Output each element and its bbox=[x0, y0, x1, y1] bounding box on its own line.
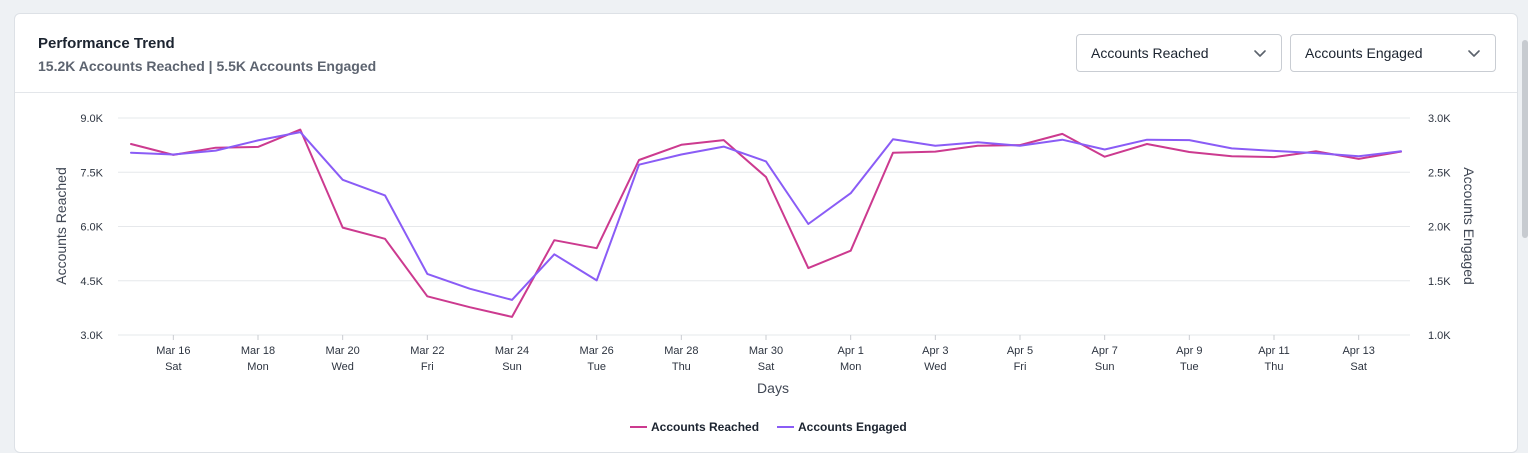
y-tick-right: 3.0K bbox=[1428, 113, 1451, 125]
x-tick-date: Apr 11 bbox=[1258, 345, 1290, 357]
x-tick-day: Sat bbox=[758, 361, 775, 373]
x-tick-day: Tue bbox=[1180, 361, 1199, 373]
metric-select-primary-value: Accounts Reached bbox=[1091, 45, 1209, 61]
x-tick-date: Apr 5 bbox=[1007, 345, 1033, 357]
x-tick-date: Mar 30 bbox=[749, 345, 783, 357]
x-tick-day: Sat bbox=[165, 361, 182, 373]
page-scrollbar[interactable] bbox=[1522, 40, 1528, 238]
x-tick-day: Mon bbox=[840, 361, 861, 373]
x-tick-date: Mar 24 bbox=[495, 345, 529, 357]
x-tick-date: Mar 26 bbox=[580, 345, 614, 357]
line-chart: 3.0K 1.0K 4.5K 1.5K 6.0K 2.0K 7.5K 2.5K 9.0K 3.0K… bbox=[53, 113, 1477, 434]
x-tick-date: Apr 9 bbox=[1176, 345, 1202, 357]
x-tick-day: Sun bbox=[1095, 361, 1115, 373]
chevron-down-icon bbox=[1254, 50, 1266, 57]
x-tick-day: Tue bbox=[587, 361, 606, 373]
x-tick-day: Thu bbox=[1265, 361, 1284, 373]
page-title: Performance Trend bbox=[38, 35, 175, 52]
x-axis-title: Days bbox=[757, 380, 789, 396]
x-tick-day: Sun bbox=[502, 361, 522, 373]
x-tick-date: Apr 13 bbox=[1342, 345, 1374, 357]
x-tick-day: Wed bbox=[331, 361, 353, 373]
y-tick-right: 1.0K bbox=[1428, 330, 1451, 342]
y-tick-left: 3.0K bbox=[80, 330, 103, 342]
x-tick-date: Mar 20 bbox=[326, 345, 360, 357]
y-tick-left: 9.0K bbox=[80, 113, 103, 125]
y-tick-left: 4.5K bbox=[80, 276, 103, 288]
x-tick-day: Mon bbox=[247, 361, 268, 373]
metric-select-secondary[interactable]: Accounts Engaged bbox=[1290, 34, 1496, 72]
x-tick-day: Wed bbox=[924, 361, 946, 373]
x-tick-date: Apr 1 bbox=[838, 345, 864, 357]
metric-select-secondary-value: Accounts Engaged bbox=[1305, 45, 1423, 61]
chevron-down-icon bbox=[1468, 50, 1480, 57]
x-tick-date: Mar 18 bbox=[241, 345, 275, 357]
summary-subtitle: 15.2K Accounts Reached | 5.5K Accounts E… bbox=[38, 58, 377, 74]
x-tick-day: Sat bbox=[1350, 361, 1367, 373]
legend-label-accounts-engaged: Accounts Engaged bbox=[798, 420, 907, 434]
x-tick-day: Thu bbox=[672, 361, 691, 373]
y-tick-right: 2.5K bbox=[1428, 167, 1451, 179]
x-tick-day: Fri bbox=[1014, 361, 1027, 373]
performance-trend-card: Performance Trend 15.2K Accounts Reached… bbox=[14, 13, 1518, 453]
card-header: Performance Trend 15.2K Accounts Reached… bbox=[15, 14, 1517, 93]
y-tick-right: 1.5K bbox=[1428, 276, 1451, 288]
metric-select-primary[interactable]: Accounts Reached bbox=[1076, 34, 1282, 72]
x-tick-date: Mar 28 bbox=[664, 345, 698, 357]
y-axis-title-left: Accounts Reached bbox=[53, 167, 69, 285]
x-tick-date: Mar 16 bbox=[156, 345, 190, 357]
y-tick-left: 7.5K bbox=[80, 167, 103, 179]
legend-label-accounts-reached: Accounts Reached bbox=[651, 420, 759, 434]
series-line-accounts-engaged bbox=[130, 131, 1402, 301]
y-axis-title-right: Accounts Engaged bbox=[1461, 167, 1477, 285]
y-tick-left: 6.0K bbox=[80, 222, 103, 234]
x-tick-date: Mar 22 bbox=[410, 345, 444, 357]
x-tick-date: Apr 3 bbox=[922, 345, 948, 357]
x-tick-date: Apr 7 bbox=[1092, 345, 1118, 357]
y-tick-right: 2.0K bbox=[1428, 222, 1451, 234]
x-tick-day: Fri bbox=[421, 361, 434, 373]
series-line-accounts-reached bbox=[130, 128, 1402, 318]
